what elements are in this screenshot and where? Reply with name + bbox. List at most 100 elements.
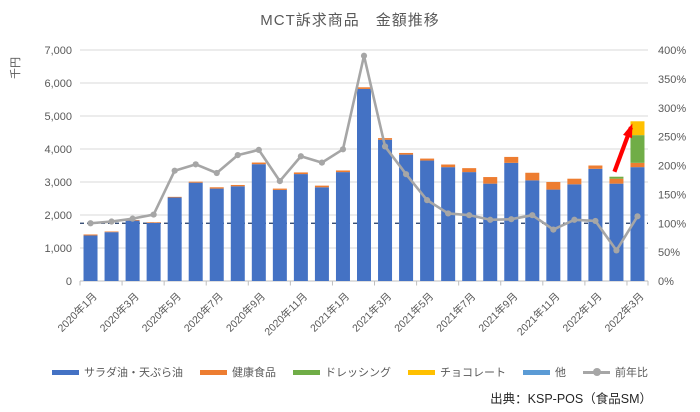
chart-legend: サラダ油・天ぷら油 健康食品 ドレッシング チョコレート 他 前年比: [0, 364, 700, 380]
x-axis-label: 2021年1月: [307, 290, 352, 335]
trend-marker: [318, 159, 326, 166]
legend-item-salad-oil: サラダ油・天ぷら油: [52, 364, 183, 380]
bar-segment: [483, 183, 498, 281]
bar-segment: [293, 174, 308, 281]
bar-segment: [588, 168, 603, 281]
y-left-tick: 1,000: [44, 243, 72, 255]
bar-segment: [609, 176, 624, 179]
bar-segment: [104, 232, 119, 281]
bar-segment: [378, 139, 393, 281]
trend-marker: [487, 216, 494, 223]
y-right-tick: 350%: [658, 74, 686, 86]
bar-segment: [630, 121, 645, 136]
trend-marker: [381, 143, 389, 150]
source-credit: 出典：KSP-POS（食品SM）: [490, 392, 652, 406]
chart-title: MCT訴求商品 金額推移: [260, 12, 440, 29]
bar-segment: [525, 172, 540, 181]
legend-label: サラダ油・天ぷら油: [84, 367, 183, 379]
x-axis-label: 2021年11月: [514, 290, 562, 338]
legend-item-other: 他: [523, 364, 566, 380]
bar-segment: [567, 178, 582, 185]
bar-segment: [441, 167, 456, 281]
bar-segment: [83, 235, 98, 281]
legend-item-chocolate: チョコレート: [408, 364, 506, 380]
x-axis-label: 2022年3月: [602, 290, 647, 335]
legend-swatch-other: [523, 369, 550, 375]
legend-swatch-yoy-line: [583, 368, 610, 376]
bar-segment: [335, 172, 350, 281]
legend-swatch-dressing: [293, 369, 320, 375]
bar-segment: [546, 189, 561, 281]
bar-segment: [462, 172, 477, 281]
bar-segment: [167, 196, 182, 198]
bar-segment: [588, 165, 603, 169]
x-axis-label: 2021年5月: [392, 290, 437, 335]
x-axis-label: 2021年7月: [434, 290, 479, 335]
y-axis-title: 千円: [9, 57, 22, 79]
trend-marker: [402, 171, 410, 178]
bar-segment: [357, 88, 371, 281]
bar-segment: [420, 158, 435, 161]
trend-marker: [276, 177, 283, 185]
trend-marker: [550, 226, 557, 233]
y-right-tick: 300%: [658, 103, 686, 115]
bar-segment: [483, 177, 498, 184]
y-right-tick: 50%: [658, 247, 680, 259]
trend-marker: [613, 247, 620, 254]
y-right-tick: 200%: [658, 161, 686, 173]
y-right-tick: 150%: [658, 189, 686, 201]
bar-segment: [378, 138, 393, 140]
bar-segment: [125, 220, 140, 281]
bar-segment: [357, 87, 371, 89]
bar-segment: [272, 189, 287, 281]
legend-item-yoy-line: 前年比: [583, 364, 648, 380]
bar-segment: [630, 162, 645, 168]
bar-segment: [251, 164, 266, 281]
bar-segment: [546, 182, 561, 190]
trend-marker: [234, 152, 241, 159]
bar-segment: [230, 184, 245, 187]
highlight-arrow-head: [623, 123, 633, 139]
trend-marker: [129, 215, 136, 222]
trend-marker: [445, 210, 452, 217]
y-left-tick: 7,000: [44, 45, 72, 57]
legend-swatch-chocolate: [408, 369, 435, 375]
trend-marker: [634, 213, 641, 220]
trend-marker: [255, 146, 262, 154]
legend-label: チョコレート: [440, 367, 506, 379]
bar-segment: [314, 185, 329, 188]
trend-marker: [529, 212, 536, 219]
x-axis-label: 2020年11月: [262, 290, 310, 338]
bar-segment: [293, 172, 308, 175]
bar-segment: [525, 180, 540, 281]
bar-segment: [167, 197, 182, 281]
bar-segment: [209, 188, 224, 281]
legend-label: 前年比: [615, 367, 648, 379]
legend-item-dressing: ドレッシング: [293, 364, 391, 380]
trend-marker: [192, 161, 199, 168]
legend-label: 健康食品: [232, 367, 276, 379]
x-axis-label: 2020年9月: [223, 290, 268, 335]
bar-segment: [251, 162, 266, 165]
bar-segment: [272, 188, 287, 190]
bar-segment: [462, 168, 477, 173]
bar-segment: [104, 231, 119, 233]
y-left-tick: 5,000: [44, 111, 72, 123]
legend-swatch-salad-oil: [52, 369, 79, 375]
trend-marker: [297, 153, 304, 160]
x-axis-label: 2022年1月: [560, 290, 605, 335]
bar-segment: [146, 222, 161, 281]
trend-marker: [424, 197, 431, 204]
legend-swatch-health-food: [200, 369, 227, 375]
bar-segment: [335, 170, 350, 173]
bar-segment: [399, 152, 414, 155]
y-left-tick: 3,000: [44, 177, 72, 189]
trend-marker: [466, 212, 473, 219]
trend-marker: [360, 52, 368, 59]
y-right-tick: 250%: [658, 132, 686, 144]
legend-label: ドレッシング: [325, 367, 391, 379]
trend-marker: [508, 216, 515, 223]
trend-marker: [108, 218, 115, 225]
bar-segment: [188, 182, 203, 281]
x-axis-label: 2020年5月: [139, 290, 184, 335]
